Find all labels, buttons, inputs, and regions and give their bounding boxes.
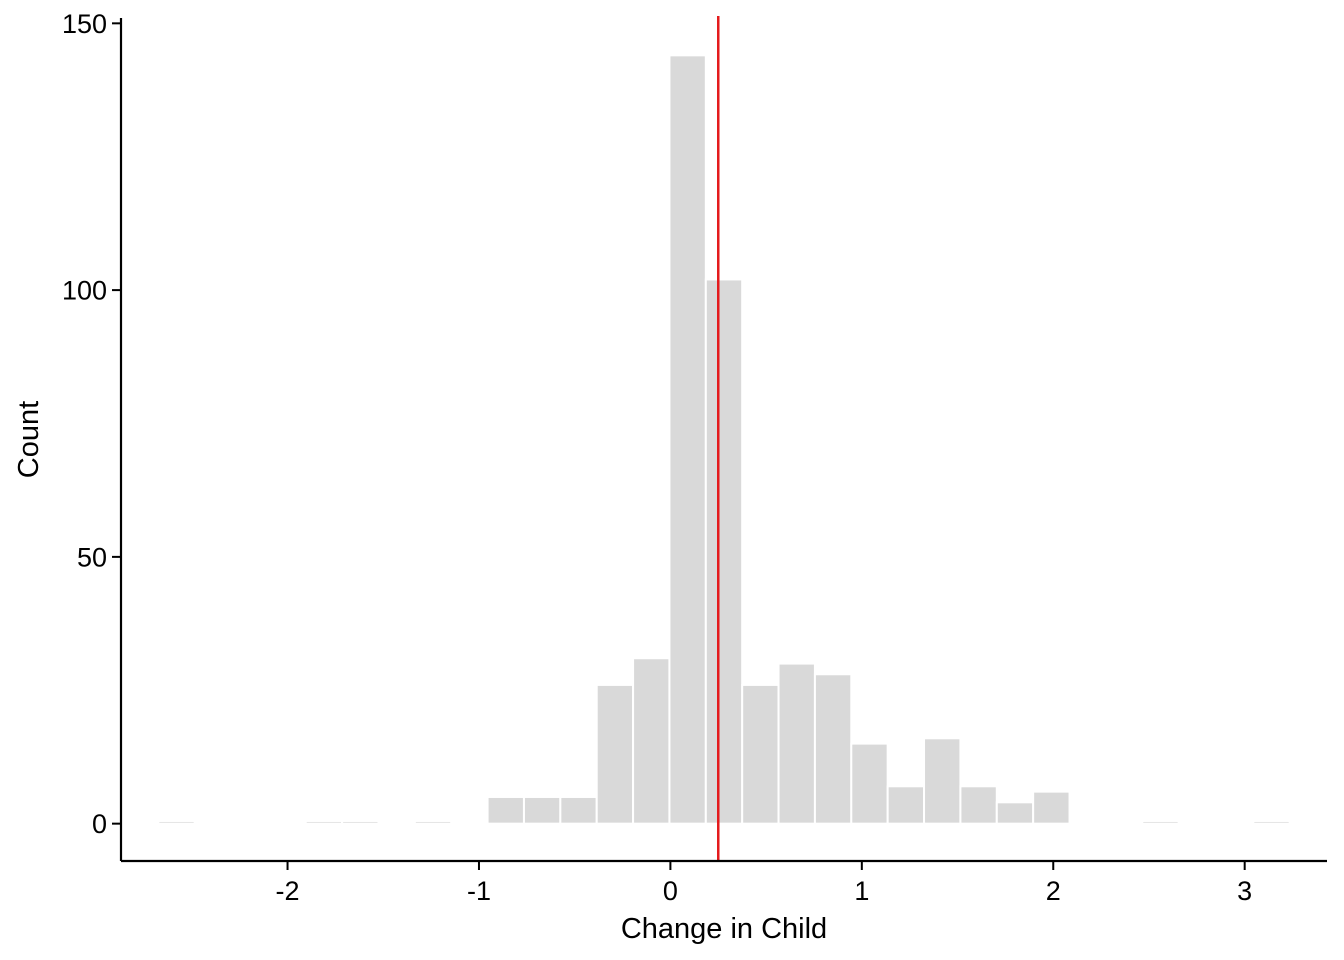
histogram-bar xyxy=(704,278,744,825)
histogram-bar xyxy=(959,785,998,825)
histogram-bar xyxy=(486,795,525,825)
x-tick-label: 1 xyxy=(854,876,869,906)
histogram-bar xyxy=(923,737,962,825)
x-tick-label: 0 xyxy=(663,876,678,906)
y-tick-label: 100 xyxy=(62,276,107,306)
bars xyxy=(157,54,1291,825)
histogram-bar xyxy=(595,683,635,825)
histogram-bar xyxy=(777,662,816,825)
histogram-bar xyxy=(304,819,344,825)
x-tick-label: 3 xyxy=(1237,876,1252,906)
histogram-bar xyxy=(559,795,598,825)
x-tick-label: -1 xyxy=(467,876,491,906)
histogram-bar xyxy=(632,657,671,825)
histogram-bar xyxy=(157,819,196,825)
y-tick-label: 50 xyxy=(77,542,107,572)
x-axis-title: Change in Child xyxy=(621,913,827,945)
x-ticks: -2 -1 0 1 2 3 xyxy=(276,861,1252,906)
x-tick-label: -2 xyxy=(276,876,300,906)
histogram-bar xyxy=(995,801,1035,825)
histogram-bar xyxy=(850,742,889,825)
histogram-bar xyxy=(813,673,853,825)
histogram-bar xyxy=(668,54,707,825)
histogram-bar xyxy=(1032,790,1071,825)
histogram-bar xyxy=(413,819,453,825)
x-tick-label: 2 xyxy=(1046,876,1061,906)
histogram-bar xyxy=(1252,819,1291,825)
y-axis-title: Count xyxy=(13,401,45,478)
y-ticks: 0 50 100 150 xyxy=(62,9,121,839)
histogram-bar xyxy=(741,683,780,825)
y-tick-label: 0 xyxy=(92,809,107,839)
histogram-bar xyxy=(522,795,562,825)
y-tick-label: 150 xyxy=(62,9,107,39)
histogram-bar xyxy=(341,819,380,825)
histogram-bar xyxy=(1141,819,1180,825)
histogram-bar xyxy=(886,785,926,825)
